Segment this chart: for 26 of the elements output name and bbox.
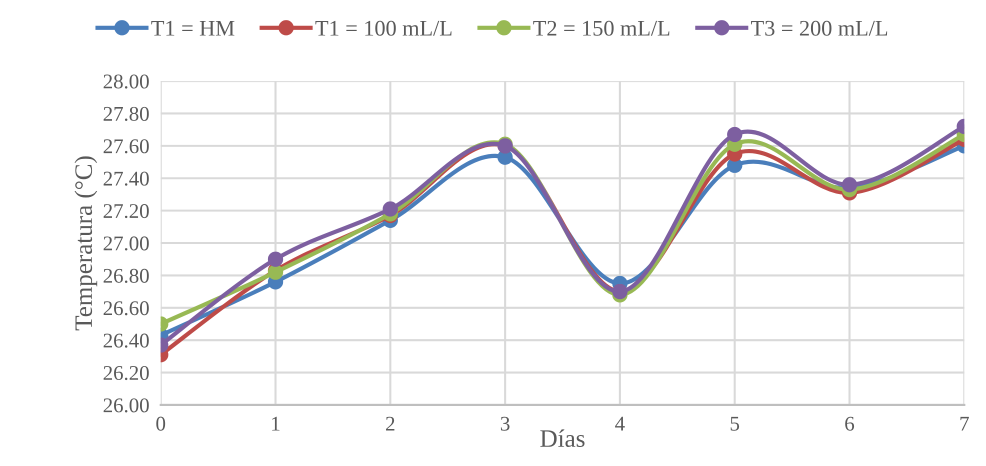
legend-label: T1 = HM [151,20,234,36]
y-tick-label: 27.40 [104,172,149,186]
y-axis-title: Temperatura (°C) [74,156,98,330]
y-tick-label: 27.00 [104,236,149,251]
y-tick-label: 26.40 [104,334,149,348]
x-tick-label: 0 [156,416,166,431]
x-tick-label: 6 [845,416,854,431]
x-axis-title: Días [540,429,585,447]
legend-label: T1 = 100 mL/L [315,20,452,36]
y-tick-label: 26.20 [104,366,149,380]
y-tick-label: 27.20 [104,204,149,218]
x-tick-label: 2 [386,416,394,431]
y-tick-label: 27.60 [104,139,149,154]
x-tick-label: 7 [960,416,969,431]
x-tick-label: 4 [615,416,625,431]
y-tick-label: 26.00 [104,398,149,412]
x-tick-label: 1 [272,416,280,431]
y-tick-label: 27.80 [104,106,149,121]
legend-label: T2 = 150 mL/L [533,20,670,36]
legend-label: T3 = 200 mL/L [751,20,888,36]
y-tick-label: 26.60 [104,301,149,316]
y-tick-label: 28.00 [104,74,149,89]
y-tick-label: 26.80 [104,268,149,283]
x-tick-label: 3 [500,416,510,431]
point [727,126,742,142]
x-tick-label: 5 [730,416,740,431]
